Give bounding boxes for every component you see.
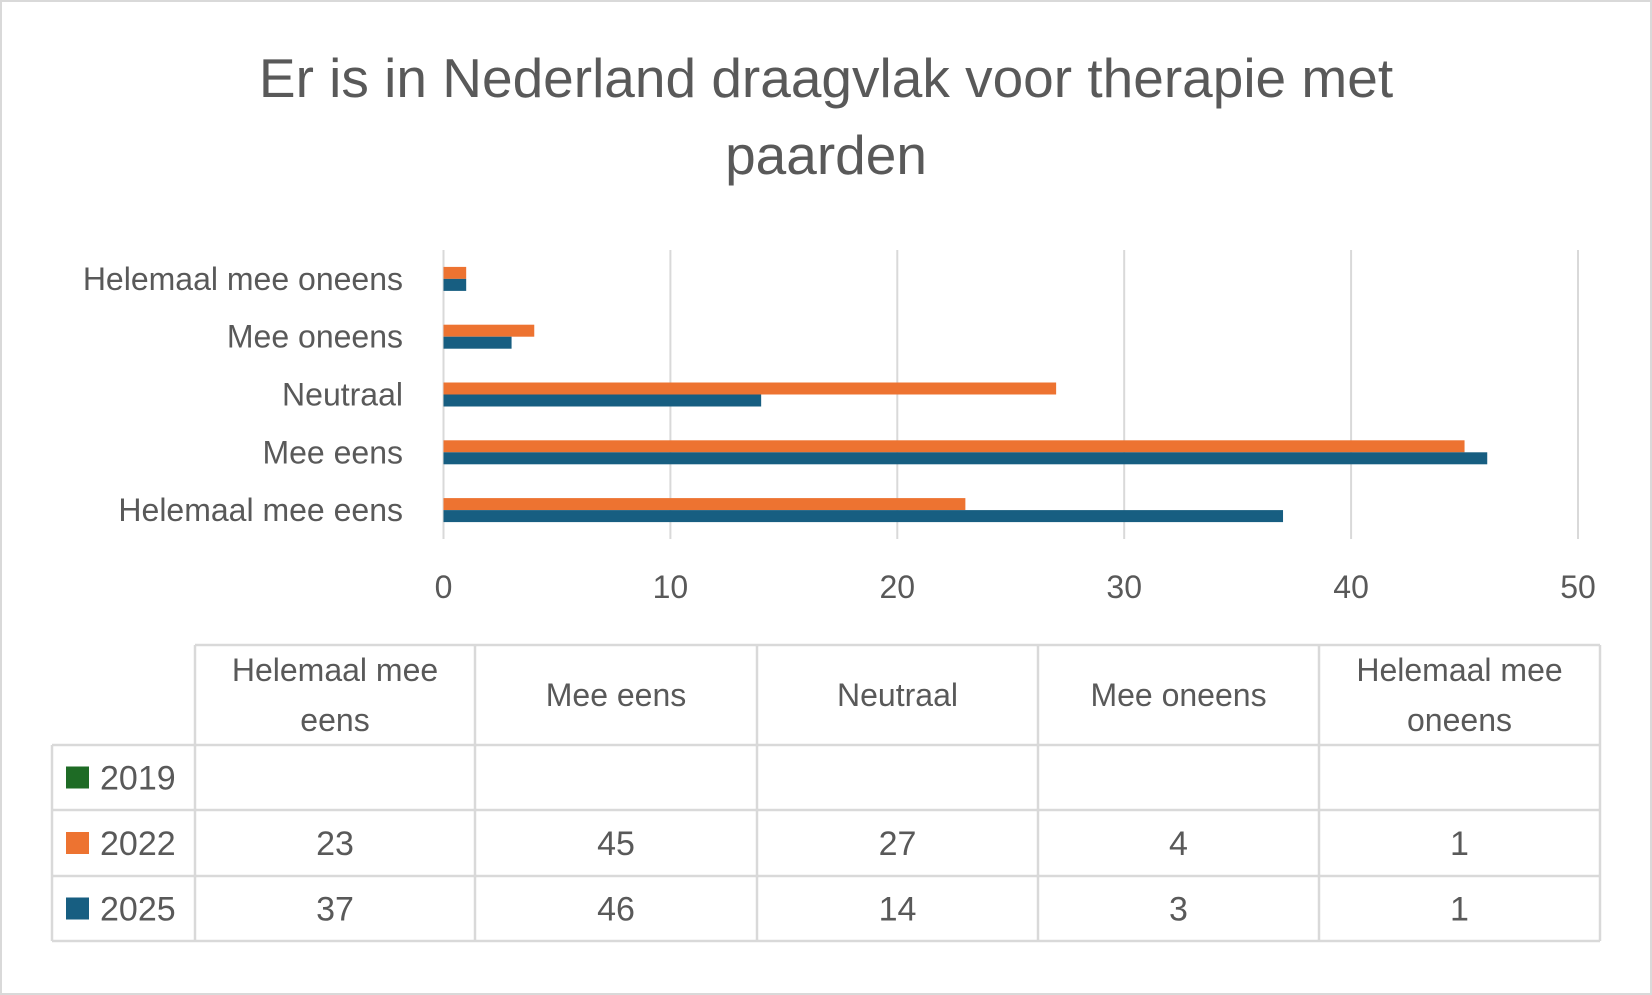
chart-title: Er is in Nederland draagvlak voor therap… bbox=[259, 47, 1393, 109]
table-header: Neutraal bbox=[837, 677, 958, 713]
table-header: Mee oneens bbox=[1090, 677, 1266, 713]
table-cell-value: 3 bbox=[1169, 891, 1188, 929]
legend-key-2022 bbox=[66, 832, 89, 854]
x-tick-label: 10 bbox=[653, 569, 689, 605]
chart-title: paarden bbox=[725, 124, 927, 186]
bar-2022 bbox=[443, 324, 535, 337]
legend-key-2019 bbox=[66, 766, 89, 789]
bar-2025 bbox=[443, 452, 1488, 465]
y-category-label: Mee oneens bbox=[227, 319, 403, 355]
table-cell-value: 46 bbox=[597, 891, 635, 929]
table-header: Helemaal mee bbox=[1356, 652, 1562, 688]
table-cell-value: 27 bbox=[879, 825, 917, 863]
bar-2022 bbox=[443, 498, 966, 511]
table-cell-value: 37 bbox=[316, 891, 354, 929]
table-cell-value: 14 bbox=[879, 891, 917, 929]
bar-2025 bbox=[443, 394, 762, 407]
table-cell-value: 4 bbox=[1169, 825, 1188, 863]
legend-key-2025 bbox=[66, 897, 89, 920]
table-header: Mee eens bbox=[546, 677, 687, 713]
table-cell-value: 1 bbox=[1450, 891, 1469, 929]
bar-2025 bbox=[443, 510, 1284, 523]
table-cell-value: 1 bbox=[1450, 825, 1469, 863]
table-header: eens bbox=[300, 702, 369, 738]
x-tick-label: 50 bbox=[1560, 569, 1596, 605]
legend-label: 2022 bbox=[100, 825, 176, 863]
legend-label: 2019 bbox=[100, 760, 176, 798]
y-category-label: Mee eens bbox=[262, 434, 403, 470]
bar-2025 bbox=[443, 336, 512, 349]
x-tick-label: 20 bbox=[880, 569, 916, 605]
y-category-label: Neutraal bbox=[282, 377, 403, 413]
table-header: Helemaal mee bbox=[232, 652, 438, 688]
bar-2025 bbox=[443, 278, 467, 291]
x-tick-label: 30 bbox=[1106, 569, 1142, 605]
legend-label: 2025 bbox=[100, 891, 176, 929]
y-category-label: Helemaal mee oneens bbox=[83, 261, 403, 297]
x-tick-label: 0 bbox=[435, 569, 453, 605]
table-cell-value: 45 bbox=[597, 825, 635, 863]
bar-2022 bbox=[443, 266, 467, 279]
table-cell-value: 23 bbox=[316, 825, 354, 863]
x-tick-label: 40 bbox=[1333, 569, 1369, 605]
table-header: oneens bbox=[1407, 702, 1512, 738]
y-category-label: Helemaal mee eens bbox=[118, 492, 403, 528]
bar-2022 bbox=[443, 382, 1057, 395]
bar-2022 bbox=[443, 440, 1465, 453]
